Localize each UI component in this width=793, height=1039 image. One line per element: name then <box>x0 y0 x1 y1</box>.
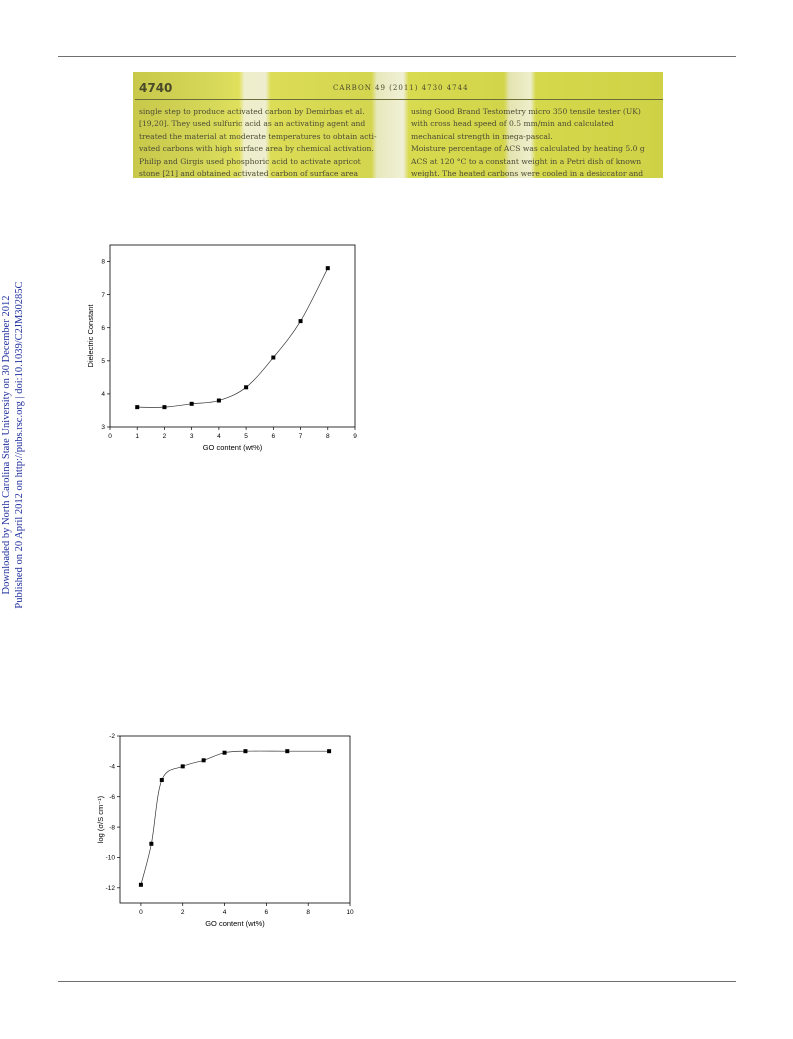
data-point <box>285 749 290 754</box>
x-tick-label: 6 <box>272 433 276 440</box>
conductivity-chart: 0 2 4 6 8 10 -2 -4 -6 -8 -10 -12 GO content (wt%) log… <box>80 728 370 940</box>
photo-header-rule <box>135 99 663 100</box>
photo-text-line: mechanical strength in mega-pascal. <box>411 131 553 141</box>
x-tick-label: 3 <box>190 433 194 440</box>
x-tick-label: 6 <box>265 909 269 916</box>
x-tick-label: 8 <box>306 909 310 916</box>
x-tick-label: 7 <box>299 433 303 440</box>
data-point <box>138 882 143 887</box>
y-tick-label: -10 <box>106 855 116 862</box>
x-tick-label: 4 <box>217 433 221 440</box>
x-axis-label: GO content (wt%) <box>205 919 265 928</box>
data-point <box>222 750 227 755</box>
y-tick-label: -12 <box>106 885 116 892</box>
y-tick-label: 5 <box>101 358 105 365</box>
photo-text-line: Philip and Girgis used phosphoric acid t… <box>139 156 361 166</box>
x-tick-label: 0 <box>139 909 143 916</box>
fit-curve-line <box>140 750 330 885</box>
fit-curve-line <box>137 268 329 408</box>
data-point <box>149 841 154 846</box>
y-tick-label: 3 <box>101 424 105 431</box>
conductivity-chart-svg: 0 2 4 6 8 10 -2 -4 -6 -8 -10 -12 GO content (wt%) log… <box>96 733 354 928</box>
y-tick-label: -6 <box>109 794 115 801</box>
plot-frame <box>109 244 356 428</box>
data-point <box>298 319 303 324</box>
x-tick-label: 1 <box>135 433 139 440</box>
dielectric-constant-chart: 0 1 2 3 4 5 6 7 8 9 3 4 5 6 7 8 GO content (wt%) Dielectr… <box>80 240 370 460</box>
data-point <box>201 758 206 763</box>
data-point <box>159 778 164 783</box>
y-tick-label: 6 <box>101 325 105 332</box>
x-tick-label: 5 <box>244 433 248 440</box>
data-point <box>244 385 249 390</box>
x-tick-label: 10 <box>346 909 354 916</box>
photo-text-line: with cross head speed of 0.5 mm/min and … <box>411 119 614 129</box>
data-point <box>327 749 332 754</box>
data-point <box>135 405 140 410</box>
data-point <box>162 405 167 410</box>
header-rule <box>58 56 736 57</box>
photo-text-line: single step to produce activated carbon … <box>139 107 365 116</box>
x-tick-label: 0 <box>108 433 112 440</box>
photo-text-line: [19,20]. They used sulfuric acid as an a… <box>139 119 366 129</box>
x-tick-label: 2 <box>181 909 185 916</box>
dielectric-chart-svg: 0 1 2 3 4 5 6 7 8 9 3 4 5 6 7 8 GO content (wt%) Dielectr… <box>86 244 357 452</box>
photo-text-line: vated carbons with high surface area by … <box>139 144 374 154</box>
photo-running-head: CARBON 49 (2011) 4730 4744 <box>333 84 469 92</box>
footer-rule <box>58 981 736 982</box>
y-tick-label: -2 <box>109 733 115 740</box>
x-tick-label: 2 <box>163 433 167 440</box>
y-tick-label: 7 <box>101 292 105 299</box>
journal-page-photo: 4740 CARBON 49 (2011) 4730 4744 single s… <box>133 72 663 178</box>
photo-page-number: 4740 <box>139 81 173 95</box>
photo-left-column: single step to produce activated carbon … <box>139 106 401 178</box>
y-tick-label: 8 <box>101 259 105 266</box>
data-point <box>271 355 276 360</box>
photo-text-line: using Good Brand Testometry micro 350 te… <box>411 107 641 116</box>
photo-text-line: treated the material at moderate tempera… <box>139 131 377 141</box>
photo-text-line: Moisture percentage of ACS was calculate… <box>411 144 645 154</box>
x-tick-label: 4 <box>223 909 227 916</box>
data-point <box>189 401 194 406</box>
data-point <box>243 749 248 754</box>
x-tick-label: 8 <box>326 433 330 440</box>
y-axis-label: log (σ/S cm⁻¹) <box>96 795 105 843</box>
data-point <box>216 398 221 403</box>
data-point <box>180 764 185 769</box>
y-tick-label: -8 <box>109 824 115 831</box>
photo-text-line: stone [21] and obtained activated carbon… <box>139 169 359 178</box>
x-axis-label: GO content (wt%) <box>203 443 263 452</box>
download-watermark: Downloaded by North Carolina State Unive… <box>0 135 40 755</box>
x-tick-label: 9 <box>353 433 357 440</box>
download-line: Downloaded by North Carolina State Unive… <box>1 295 12 595</box>
photo-text-line: weight. The heated carbons were cooled i… <box>411 169 644 178</box>
data-point <box>325 266 330 271</box>
photo-right-column: using Good Brand Testometry micro 350 te… <box>411 106 663 178</box>
y-tick-label: -4 <box>109 764 115 771</box>
y-axis-label: Dielectric Constant <box>86 304 95 368</box>
published-line[interactable]: Published on 20 April 2012 on http://pub… <box>14 281 25 609</box>
photo-text-line: ACS at 120 °C to a constant weight in a … <box>411 156 642 166</box>
plot-frame <box>119 735 351 904</box>
y-tick-label: 4 <box>101 391 105 398</box>
